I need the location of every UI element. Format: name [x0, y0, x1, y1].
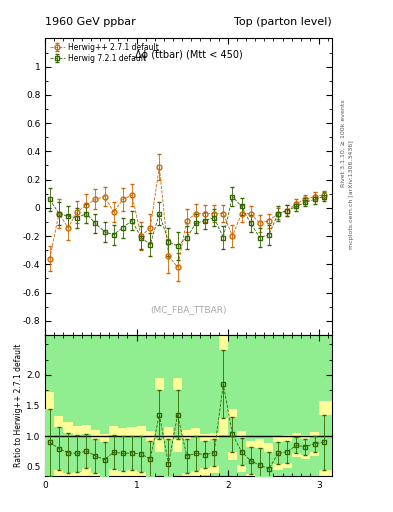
Text: Top (parton level): Top (parton level)	[234, 16, 332, 27]
Text: Δϕ (t̅tbar) (Mtt < 450): Δϕ (t̅tbar) (Mtt < 450)	[135, 50, 242, 60]
Text: 1960 GeV ppbar: 1960 GeV ppbar	[45, 16, 136, 27]
Text: (MC_FBA_TTBAR): (MC_FBA_TTBAR)	[151, 305, 227, 314]
Legend: Herwig++ 2.7.1 default, Herwig 7.2.1 default: Herwig++ 2.7.1 default, Herwig 7.2.1 def…	[48, 41, 160, 65]
Text: mcplots.cern.ch [arXiv:1306.3436]: mcplots.cern.ch [arXiv:1306.3436]	[349, 140, 354, 249]
Y-axis label: Ratio to Herwig++ 2.7.1 default: Ratio to Herwig++ 2.7.1 default	[14, 344, 23, 467]
Text: Rivet 3.1.10, ≥ 100k events: Rivet 3.1.10, ≥ 100k events	[341, 99, 346, 187]
